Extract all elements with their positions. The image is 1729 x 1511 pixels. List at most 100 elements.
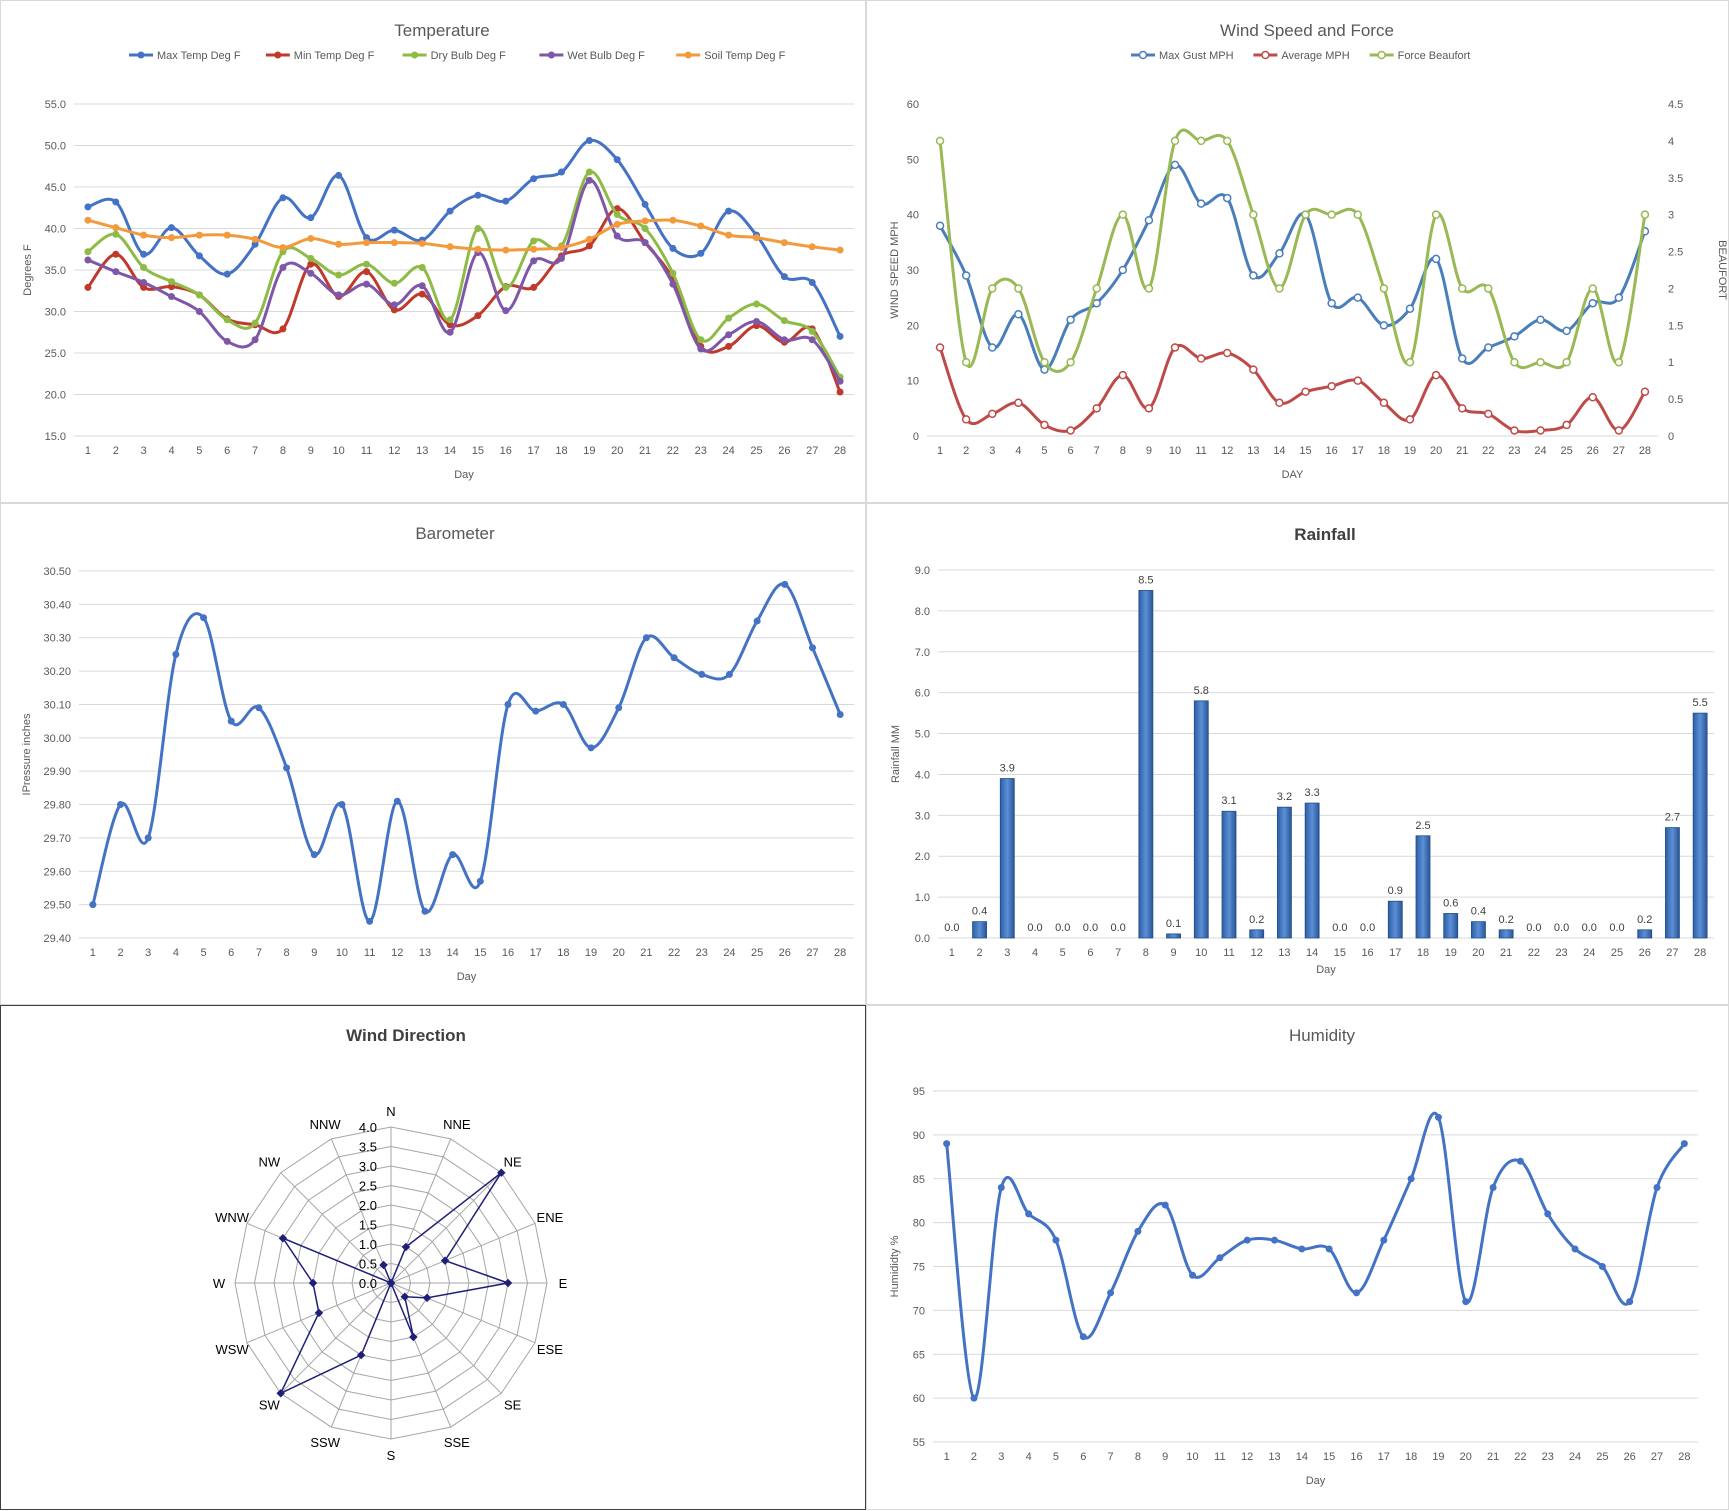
data-point bbox=[1457, 404, 1467, 413]
y-tick-label: 70 bbox=[913, 1305, 925, 1317]
wind-chart-panel: Wind Speed and Force 0 10 20 30 40 50 60 1 2 3 4 5 6 7… bbox=[866, 0, 1729, 503]
y-tick-label: 60 bbox=[907, 99, 919, 111]
legend-marker bbox=[1377, 50, 1386, 60]
data-point bbox=[725, 331, 733, 339]
data-point bbox=[1562, 357, 1571, 367]
x-tick-label: 22 bbox=[668, 947, 680, 959]
data-point bbox=[961, 357, 971, 367]
x-tick-label: 5 bbox=[1041, 445, 1047, 457]
data-point bbox=[1325, 1245, 1333, 1253]
data-label: 0.0 bbox=[1554, 922, 1569, 934]
data-point bbox=[363, 268, 370, 276]
data-point bbox=[251, 240, 259, 248]
y-tick-label: 80 bbox=[913, 1218, 925, 1230]
radar-data-point bbox=[314, 1308, 324, 1318]
x-tick-label: 20 bbox=[613, 947, 625, 959]
series-line-force-beaufort bbox=[938, 128, 1647, 373]
data-point bbox=[532, 707, 540, 715]
x-axis-title: Day bbox=[1316, 964, 1336, 976]
x-tick-label: 7 bbox=[1115, 947, 1121, 959]
radar-data-point bbox=[497, 1168, 506, 1177]
data-label: 0.0 bbox=[1609, 922, 1624, 934]
data-point bbox=[474, 312, 482, 320]
chart-title: Wind Direction bbox=[346, 1026, 466, 1045]
radar-data-point bbox=[278, 1233, 288, 1243]
x-tick-label: 26 bbox=[1587, 445, 1599, 457]
x-tick-label: 25 bbox=[1561, 445, 1573, 457]
data-point bbox=[172, 650, 180, 658]
data-point bbox=[279, 325, 287, 333]
x-tick-label: 20 bbox=[1460, 1451, 1472, 1463]
radar-direction-label: ESE bbox=[537, 1342, 563, 1357]
wind-direction-chart-panel: Wind Direction N NNE NE ENE E ESE SE SSE S SSW SW WS… bbox=[0, 1005, 866, 1510]
x-tick-label: 23 bbox=[695, 445, 707, 457]
y-tick-label: 30.20 bbox=[43, 666, 71, 678]
data-point bbox=[558, 168, 565, 176]
y-tick-label: 30.50 bbox=[43, 566, 71, 578]
y-tick-label: 29.70 bbox=[43, 833, 71, 845]
data-point bbox=[1014, 310, 1023, 319]
data-point bbox=[112, 230, 120, 238]
data-point bbox=[1614, 426, 1624, 435]
radar-direction-label: S bbox=[387, 1448, 396, 1463]
radar-tick-label: 1.0 bbox=[359, 1237, 377, 1252]
data-point bbox=[84, 256, 92, 264]
x-tick-label: 14 bbox=[1273, 445, 1285, 457]
x-tick-label: 10 bbox=[1195, 947, 1207, 959]
wind-direction-chart: Wind Direction N NNE NE ENE E ESE SE SSE S SSW SW WS… bbox=[213, 1026, 568, 1463]
y-tick-label: 30.40 bbox=[43, 599, 71, 611]
data-point bbox=[338, 801, 346, 809]
data-point bbox=[669, 216, 677, 224]
data-point bbox=[1298, 1245, 1306, 1253]
temperature-chart: Temperature 15.0 20.0 25.0 30.0 35.0 40.0 45.0 5… bbox=[22, 21, 854, 481]
data-point bbox=[390, 306, 398, 314]
data-point bbox=[961, 415, 971, 424]
data-label: 0.1 bbox=[1166, 918, 1181, 930]
data-point bbox=[1516, 1157, 1524, 1165]
rainfall-bar bbox=[1665, 827, 1680, 939]
data-point bbox=[530, 283, 538, 291]
data-point bbox=[1243, 1236, 1251, 1244]
y-tick-label: 75 bbox=[913, 1262, 925, 1274]
x-tick-label: 17 bbox=[530, 947, 542, 959]
x-tick-label: 4 bbox=[168, 445, 174, 457]
y-tick-label: 1.0 bbox=[915, 892, 930, 904]
data-point bbox=[1118, 210, 1128, 219]
radar-spoke bbox=[390, 1282, 502, 1394]
data-label: 0.0 bbox=[1055, 922, 1070, 934]
data-point bbox=[808, 278, 816, 286]
barometer-chart-panel: Barometer 29.40 29.50 29.60 29.70 29.80 29.90 3… bbox=[0, 503, 866, 1005]
x-tick-label: 24 bbox=[723, 947, 735, 959]
y-tick-label: 29.80 bbox=[43, 800, 71, 812]
rainfall-bar bbox=[1415, 835, 1431, 939]
data-point bbox=[251, 336, 259, 344]
data-point bbox=[140, 264, 148, 272]
data-point bbox=[504, 700, 512, 708]
x-tick-label: 10 bbox=[333, 445, 345, 457]
data-point bbox=[753, 300, 760, 308]
data-point bbox=[1249, 365, 1258, 374]
data-point bbox=[988, 409, 997, 419]
data-point bbox=[446, 321, 454, 329]
y-tick-label: 65 bbox=[913, 1349, 925, 1361]
data-label: 5.8 bbox=[1194, 685, 1209, 697]
data-point bbox=[530, 257, 538, 265]
data-point bbox=[1562, 420, 1571, 430]
radar-tick-label: 2.5 bbox=[359, 1179, 377, 1194]
data-point bbox=[961, 271, 971, 280]
data-point bbox=[808, 644, 816, 652]
x-tick-label: 13 bbox=[1278, 947, 1290, 959]
y-tick-label: 55 bbox=[913, 1437, 925, 1449]
x-tick-label: 19 bbox=[585, 947, 597, 959]
x-tick-label: 21 bbox=[639, 445, 651, 457]
x-tick-label: 18 bbox=[1417, 947, 1429, 959]
x-tick-label: 13 bbox=[416, 445, 428, 457]
data-point bbox=[168, 234, 175, 242]
y2-tick-label: 0.5 bbox=[1668, 394, 1683, 406]
data-point bbox=[1118, 370, 1128, 380]
chart-title: Humidity bbox=[1289, 1026, 1356, 1045]
legend-label-max-temp-deg-f: Max Temp Deg F bbox=[157, 50, 241, 62]
data-point bbox=[390, 279, 398, 287]
x-axis-title: Day bbox=[1306, 1475, 1326, 1487]
data-point bbox=[227, 717, 235, 725]
